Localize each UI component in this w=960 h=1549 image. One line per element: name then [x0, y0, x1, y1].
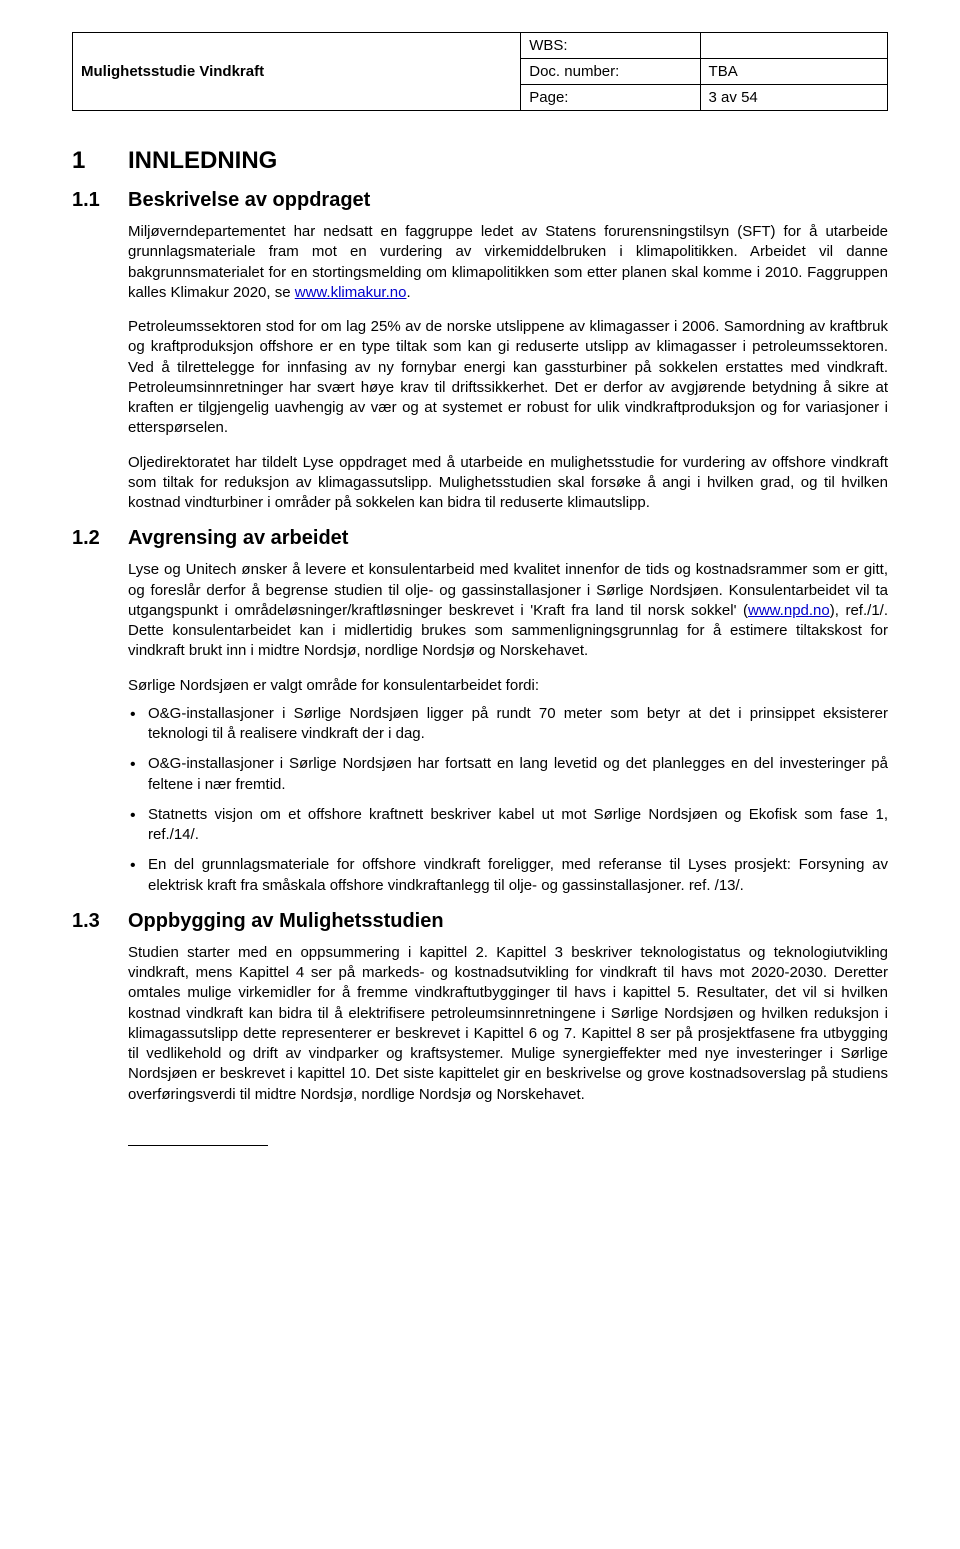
heading-1-1-title: Beskrivelse av oppdraget [128, 189, 370, 212]
heading-1: 1 INNLEDNING [72, 147, 888, 175]
section-1-1-body: Miljøverndepartementet har nedsatt en fa… [128, 222, 888, 513]
heading-1-1: 1.1 Beskrivelse av oppdraget [72, 189, 888, 212]
heading-1-3: 1.3 Oppbygging av Mulighetsstudien [72, 910, 888, 933]
section-1-2-body: Lyse og Unitech ønsker å levere et konsu… [128, 560, 888, 896]
heading-1-2-num: 1.2 [72, 527, 128, 550]
page-label: Page: [521, 85, 700, 111]
heading-1-2: 1.2 Avgrensing av arbeidet [72, 527, 888, 550]
section-1-3-body: Studien starter med en oppsummering i ka… [128, 943, 888, 1105]
list-item: En del grunnlagsmateriale for offshore v… [128, 855, 888, 896]
heading-1-title: INNLEDNING [128, 147, 277, 175]
docnum-value: TBA [700, 59, 887, 85]
link-klimakur[interactable]: www.klimakur.no [295, 284, 407, 301]
heading-1-3-num: 1.3 [72, 910, 128, 933]
paragraph-text: Miljøverndepartementet har nedsatt en fa… [128, 223, 888, 301]
bullet-list: O&G-installasjoner i Sørlige Nordsjøen l… [128, 704, 888, 896]
doc-title: Mulighetsstudie Vindkraft [81, 63, 264, 80]
paragraph: Petroleumssektoren stod for om lag 25% a… [128, 317, 888, 439]
heading-1-num: 1 [72, 147, 128, 175]
heading-1-2-title: Avgrensing av arbeidet [128, 527, 348, 550]
paragraph: Miljøverndepartementet har nedsatt en fa… [128, 222, 888, 303]
list-item: O&G-installasjoner i Sørlige Nordsjøen l… [128, 704, 888, 745]
list-item: O&G-installasjoner i Sørlige Nordsjøen h… [128, 754, 888, 795]
footer-rule [128, 1145, 268, 1146]
page-value: 3 av 54 [700, 85, 887, 111]
paragraph: Studien starter med en oppsummering i ka… [128, 943, 888, 1105]
heading-1-3-title: Oppbygging av Mulighetsstudien [128, 910, 444, 933]
document-page: Mulighetsstudie Vindkraft WBS: Doc. numb… [0, 0, 960, 1186]
paragraph: Lyse og Unitech ønsker å levere et konsu… [128, 560, 888, 661]
list-item: Statnetts visjon om et offshore kraftnet… [128, 805, 888, 846]
docnum-label: Doc. number: [521, 59, 700, 85]
doc-title-cell: Mulighetsstudie Vindkraft [73, 33, 521, 111]
wbs-value [700, 33, 887, 59]
header-table: Mulighetsstudie Vindkraft WBS: Doc. numb… [72, 32, 888, 111]
paragraph-text: . [406, 284, 410, 301]
paragraph: Oljedirektoratet har tildelt Lyse oppdra… [128, 453, 888, 514]
heading-1-1-num: 1.1 [72, 189, 128, 212]
paragraph: Sørlige Nordsjøen er valgt område for ko… [128, 676, 888, 696]
link-npd[interactable]: www.npd.no [748, 602, 830, 619]
wbs-label: WBS: [521, 33, 700, 59]
